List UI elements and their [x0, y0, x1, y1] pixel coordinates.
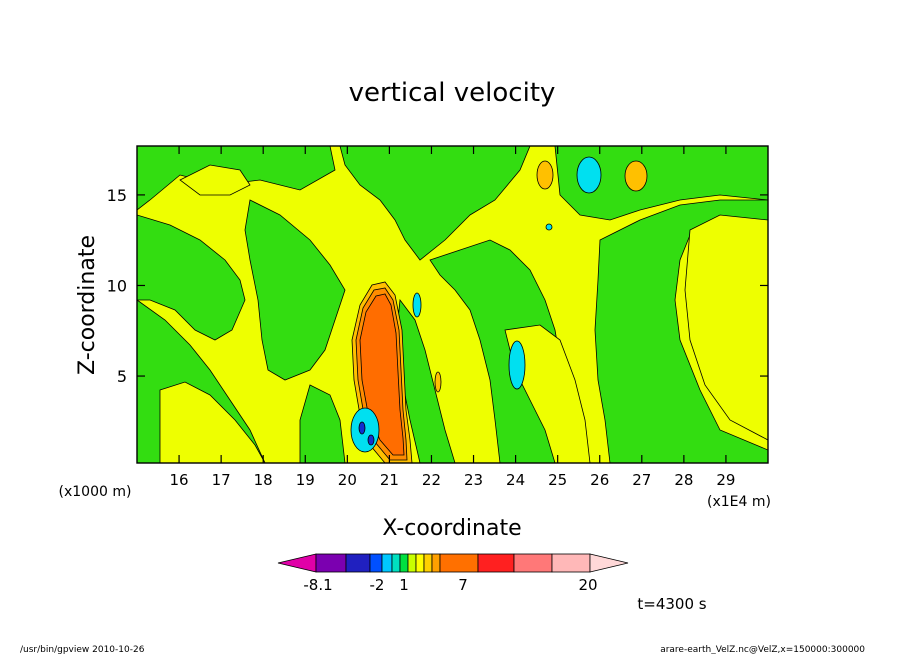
contour-green-left-lobe [137, 214, 246, 341]
contour-green-right-upper [554, 146, 768, 221]
contour-green-center-band [244, 199, 346, 381]
colorbar-label: 20 [578, 576, 597, 594]
colorbar-swatch [551, 553, 591, 573]
plot-area: 16 17 18 19 20 21 22 23 24 25 26 27 28 29 15 10 5 [107, 145, 769, 489]
colorbar-swatch [431, 553, 441, 573]
contour-yellow-right-large [684, 214, 768, 441]
plot-frame [136, 145, 769, 464]
colorbar-low-arrow [277, 553, 317, 573]
x-tick-label: 27 [632, 471, 651, 489]
colorbar-swatch [477, 553, 515, 573]
colorbar-label: 1 [399, 576, 409, 594]
contour-cyan-upper [576, 156, 602, 194]
x-tick-label: 16 [170, 471, 189, 489]
contour-cyan-small [412, 292, 422, 318]
x-tick-label: 19 [296, 471, 315, 489]
colorbar-swatch [391, 553, 401, 573]
x-tick-label: 25 [548, 471, 567, 489]
y-tick-label: 5 [117, 367, 127, 386]
colorbar-swatch [369, 553, 383, 573]
y-axis-ticks: 15 10 5 [107, 186, 768, 386]
contour-yellow-lower-left [159, 381, 266, 463]
colorbar-swatch [381, 553, 393, 573]
contour-light-orange-small [434, 371, 442, 393]
x-tick-label: 23 [464, 471, 483, 489]
x-tick-label: 28 [674, 471, 693, 489]
colorbar-label: -2 [370, 576, 385, 594]
contour-green-top-band [339, 146, 531, 261]
colorbar-swatch [315, 553, 347, 573]
colorbar-label: -8.1 [303, 576, 332, 594]
colorbar-label: 7 [458, 576, 468, 594]
x-tick-label: 29 [716, 471, 735, 489]
colorbar-swatch [407, 553, 417, 573]
x-tick-label: 22 [422, 471, 441, 489]
contour-green-right-large [594, 199, 768, 463]
contour-light-orange-upper-a [536, 160, 554, 190]
colorbar-swatch [439, 553, 479, 573]
colorbar-swatch [415, 553, 425, 573]
contour-cyan-mid [508, 340, 526, 390]
colorbar-swatch [345, 553, 371, 573]
footer-left: /usr/bin/gpview 2010-10-26 [20, 645, 145, 654]
x-tick-label: 17 [212, 471, 231, 489]
time-label: t=4300 s [637, 595, 706, 613]
colorbar-swatch [423, 553, 433, 573]
x-tick-label: 20 [338, 471, 357, 489]
chart-title: vertical velocity [349, 78, 556, 108]
y-axis-label: Z-coordinate [75, 235, 100, 375]
colorbar-high-arrow [589, 553, 629, 573]
contour-light-orange-upper-b [624, 160, 648, 192]
contour-blue-lower-b [367, 434, 375, 446]
colorbar-swatch [513, 553, 553, 573]
x-axis-label: X-coordinate [382, 516, 521, 541]
footer-right: arare-earth_VelZ.nc@VelZ,x=150000:300000 [660, 645, 865, 654]
contour-yellow-left-upper [179, 164, 251, 196]
y-tick-label: 10 [107, 276, 127, 295]
colorbar: -8.1 -2 1 7 20 [277, 553, 629, 594]
x-tick-label: 26 [590, 471, 609, 489]
contour-cyan-tiny [545, 223, 553, 231]
x-tick-label: 24 [506, 471, 525, 489]
contour-yellow-center-right [504, 324, 591, 463]
contour-green-mid-vertical [299, 384, 346, 463]
x-tick-label: 21 [380, 471, 399, 489]
x-axis-ticks: 16 17 18 19 20 21 22 23 24 25 26 27 28 29 [170, 146, 735, 489]
colorbar-swatch [399, 553, 409, 573]
contour-blue-lower-a [358, 421, 366, 435]
x-unit-right: (x1E4 m) [707, 494, 771, 510]
x-unit-left: (x1000 m) [59, 484, 132, 500]
x-tick-label: 18 [254, 471, 273, 489]
y-tick-label: 15 [107, 186, 127, 205]
